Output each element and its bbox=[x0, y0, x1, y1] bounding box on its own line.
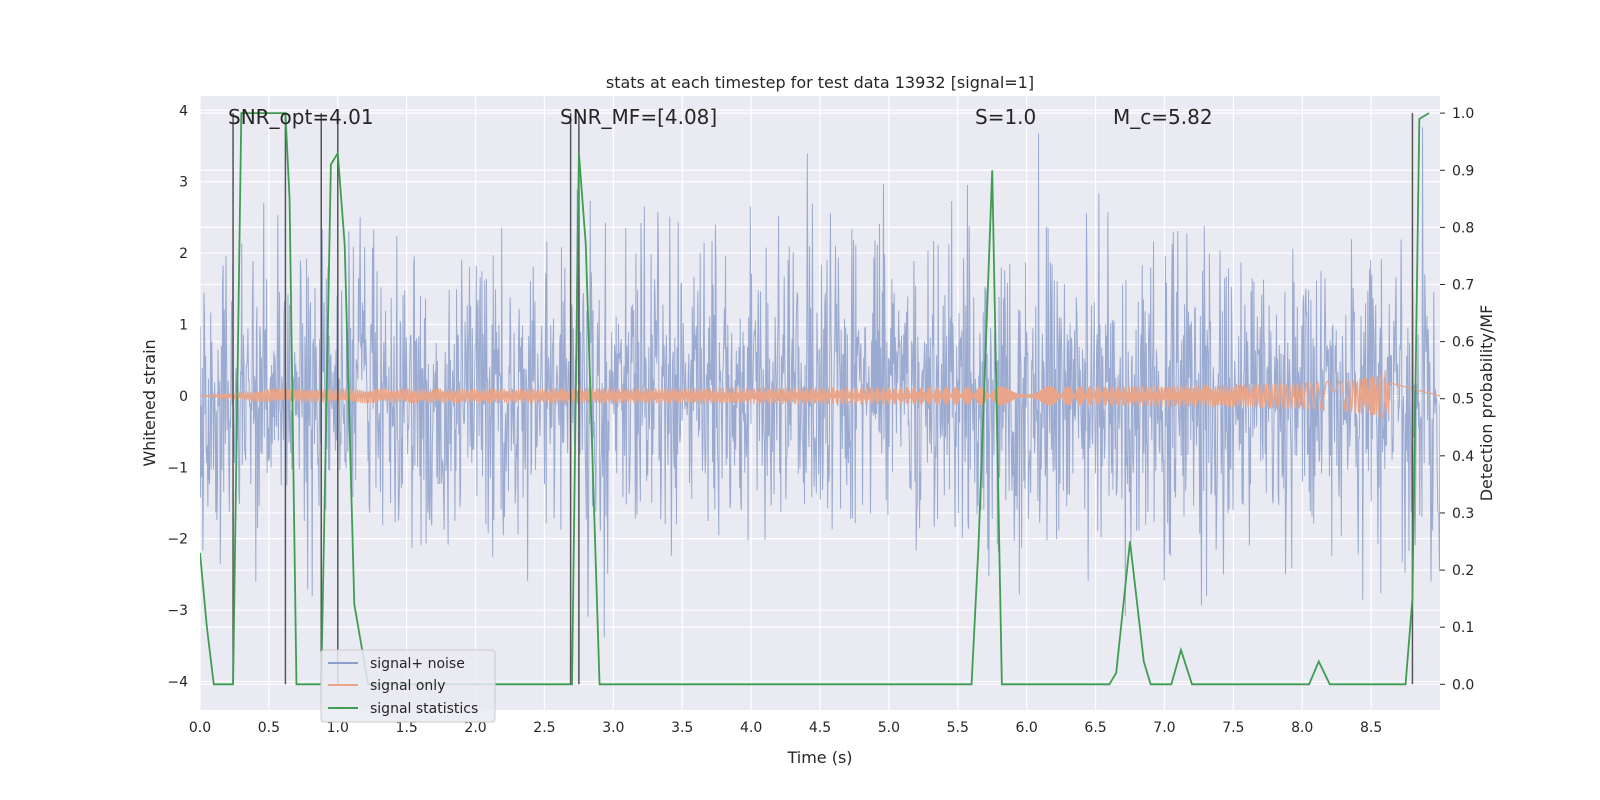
y-right-tick-label: 0.8 bbox=[1452, 220, 1474, 236]
x-tick-label: 0.0 bbox=[189, 720, 211, 736]
signal-noise-series bbox=[200, 127, 1440, 638]
x-tick-label: 5.0 bbox=[878, 720, 900, 736]
y-left-tick-label: −1 bbox=[167, 460, 188, 476]
chart-title: stats at each timestep for test data 139… bbox=[606, 73, 1034, 92]
vertical-markers bbox=[232, 113, 1414, 685]
annotation-mc: M_c=5.82 bbox=[1113, 105, 1213, 129]
signal-only-series bbox=[200, 370, 1440, 419]
legend-label-signal-statistics: signal statistics bbox=[370, 701, 478, 717]
x-tick-label: 5.5 bbox=[947, 720, 969, 736]
legend-label-signal-only: signal only bbox=[370, 678, 445, 694]
x-tick-label: 4.5 bbox=[809, 720, 831, 736]
y-right-tick-labels: 0.0 0.1 0.2 0.3 0.4 0.5 0.6 0.7 0.8 0.9 1.0 bbox=[1440, 106, 1474, 693]
y-left-tick-label: 1 bbox=[179, 317, 188, 333]
y-right-tick-label: 0.6 bbox=[1452, 335, 1474, 351]
x-tick-label: 7.5 bbox=[1222, 720, 1244, 736]
x-tick-label: 8.5 bbox=[1360, 720, 1382, 736]
x-tick-label: 6.5 bbox=[1084, 720, 1106, 736]
legend-box bbox=[320, 649, 496, 723]
legend: signal+ noise signal only signal statist… bbox=[320, 649, 496, 723]
y-left-tick-label: 3 bbox=[179, 175, 188, 191]
x-tick-label: 3.5 bbox=[671, 720, 693, 736]
x-axis-label: Time (s) bbox=[786, 748, 852, 767]
y-left-tick-label: 4 bbox=[179, 103, 188, 119]
y-left-tick-label: −2 bbox=[167, 532, 188, 548]
y-right-tick-label: 0.5 bbox=[1452, 392, 1474, 408]
x-tick-label: 8.0 bbox=[1291, 720, 1313, 736]
y-left-tick-labels: −4 −3 −2 −1 0 1 2 3 4 bbox=[167, 103, 188, 690]
x-tick-labels: 0.0 0.5 1.0 1.5 2.0 2.5 3.0 3.5 4.0 4.5 5.0 5.5 6.0 6… bbox=[189, 720, 1382, 736]
y-left-tick-label: 0 bbox=[179, 389, 188, 405]
y-left-tick-label: −4 bbox=[167, 674, 188, 690]
x-tick-label: 2.5 bbox=[533, 720, 555, 736]
x-tick-label: 4.0 bbox=[740, 720, 762, 736]
x-tick-label: 1.5 bbox=[396, 720, 418, 736]
x-tick-label: 3.0 bbox=[602, 720, 624, 736]
y-right-tick-label: 0.2 bbox=[1452, 563, 1474, 579]
annotation-snr-mf: SNR_MF=[4.08] bbox=[560, 105, 717, 129]
x-tick-label: 7.0 bbox=[1153, 720, 1175, 736]
y-right-tick-label: 0.4 bbox=[1452, 449, 1474, 465]
x-tick-label: 2.0 bbox=[464, 720, 486, 736]
y-right-tick-label: 0.0 bbox=[1452, 677, 1474, 693]
signal-statistics-line bbox=[200, 112, 1430, 686]
legend-label-signal-noise: signal+ noise bbox=[370, 656, 465, 672]
signal-only-line bbox=[200, 370, 1440, 419]
y-left-tick-label: 2 bbox=[179, 246, 188, 262]
x-tick-label: 0.5 bbox=[258, 720, 280, 736]
y-right-tick-label: 0.7 bbox=[1452, 277, 1474, 293]
y-right-tick-label: 0.9 bbox=[1452, 163, 1474, 179]
signal-noise-line bbox=[200, 127, 1440, 638]
signal-statistics-series bbox=[200, 112, 1430, 686]
y-left-axis-label: Whitened strain bbox=[140, 339, 159, 466]
y-right-axis-label: Detection probability/MF bbox=[1477, 305, 1496, 502]
x-tick-label: 1.0 bbox=[327, 720, 349, 736]
annotation-s: S=1.0 bbox=[975, 105, 1036, 129]
y-right-tick-label: 0.1 bbox=[1452, 620, 1474, 636]
y-right-tick-label: 0.3 bbox=[1452, 506, 1474, 522]
y-left-tick-label: −3 bbox=[167, 603, 188, 619]
y-right-tick-label: 1.0 bbox=[1452, 106, 1474, 122]
annotation-snr-opt: SNR_opt=4.01 bbox=[228, 105, 374, 129]
x-tick-label: 6.0 bbox=[1016, 720, 1038, 736]
